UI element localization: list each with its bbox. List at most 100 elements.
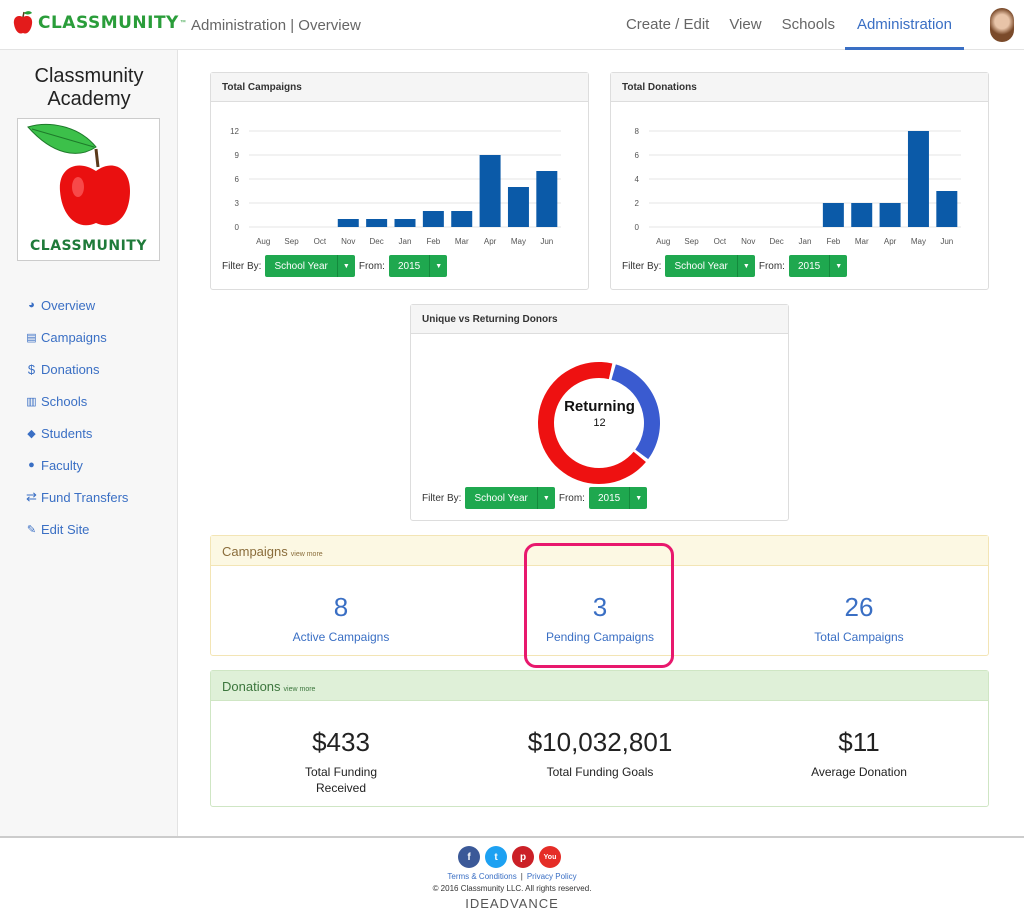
campaigns-title: Campaigns: [222, 544, 288, 559]
bar-apr[interactable]: [879, 203, 901, 227]
donut-center-label: Returning: [564, 398, 635, 415]
logo-trademark: ™: [179, 20, 186, 26]
x-tick-label: Aug: [656, 237, 670, 246]
bar-jun[interactable]: [536, 171, 558, 227]
donut-slice-1[interactable]: [538, 362, 646, 484]
x-tick-label: Sep: [684, 237, 699, 246]
pinterest-icon[interactable]: p: [512, 846, 534, 868]
logo[interactable]: CLASSMUNITY ™: [12, 10, 186, 36]
filter-by-label: Filter By:: [422, 492, 462, 504]
main-nav: Create / Edit View Schools Administratio…: [616, 0, 964, 50]
from-label: From:: [758, 260, 785, 272]
y-tick-label: 12: [230, 127, 239, 136]
y-tick-label: 8: [635, 127, 640, 136]
sidebar-item-fund-transfers[interactable]: ⇄ Fund Transfers: [22, 481, 128, 513]
sidebar-item-label: Donations: [41, 361, 100, 377]
nav-view[interactable]: View: [729, 16, 762, 33]
campaigns-view-more-link[interactable]: view more: [290, 551, 323, 558]
bar-mar[interactable]: [451, 211, 473, 227]
terms-link[interactable]: Terms & Conditions: [447, 872, 517, 881]
bar-feb[interactable]: [822, 203, 844, 227]
period-dropdown[interactable]: School Year ▼: [465, 487, 555, 509]
footer: f t p You Terms & Conditions | Privacy Pol…: [0, 836, 1024, 920]
exchange-icon: ⇄: [26, 489, 37, 504]
active-campaigns-stat[interactable]: 8 Active Campaigns: [241, 592, 441, 645]
x-tick-label: Feb: [426, 237, 440, 246]
x-tick-label: Dec: [370, 237, 384, 246]
facebook-icon[interactable]: f: [458, 846, 480, 868]
stat-value: $433: [312, 727, 370, 757]
stat-value: 26: [844, 592, 874, 622]
period-dropdown[interactable]: School Year ▼: [665, 255, 755, 277]
x-tick-label: May: [911, 237, 926, 246]
bar-may[interactable]: [907, 131, 929, 227]
sidebar-item-students[interactable]: ◆ Students: [22, 417, 128, 449]
sidebar-item-label: Schools: [41, 393, 88, 409]
sidebar-item-faculty[interactable]: ● Faculty: [22, 449, 128, 481]
footer-separator: |: [520, 872, 523, 881]
nav-administration[interactable]: Administration: [844, 0, 964, 50]
nav-create-edit[interactable]: Create / Edit: [625, 16, 710, 33]
school-logo-text: CLASSMUNITY: [30, 238, 147, 254]
bar-jan[interactable]: [394, 219, 416, 227]
ideadvance-logo[interactable]: IDEADVANCE: [465, 896, 559, 911]
dollar-icon: $: [27, 361, 36, 377]
bar-apr[interactable]: [479, 155, 501, 227]
apple-illustration-icon: [27, 124, 130, 226]
pending-campaigns-stat[interactable]: 3 Pending Campaigns: [500, 592, 700, 645]
privacy-link[interactable]: Privacy Policy: [526, 872, 577, 881]
y-tick-label: 2: [635, 199, 640, 208]
bar-feb[interactable]: [422, 211, 444, 227]
from-label: From:: [558, 492, 585, 504]
donors-panel: Unique vs Returning Donors Returning 12 …: [410, 304, 789, 521]
x-tick-label: Jun: [540, 237, 553, 246]
caret-down-icon: ▼: [536, 487, 555, 509]
donations-view-more-link[interactable]: view more: [283, 686, 316, 693]
donut-slice-0[interactable]: [611, 364, 660, 460]
x-tick-label: Jun: [940, 237, 953, 246]
year-dropdown[interactable]: 2015 ▼: [788, 255, 848, 277]
bar-jun[interactable]: [936, 191, 958, 227]
period-dropdown[interactable]: School Year ▼: [265, 255, 355, 277]
caret-down-icon: ▼: [736, 255, 755, 277]
sidebar-item-label: Fund Transfers: [41, 489, 129, 505]
donors-donut-chart: [538, 362, 660, 484]
donations-title: Donations: [222, 679, 281, 694]
sidebar-item-edit-site[interactable]: ✎ Edit Site: [22, 513, 128, 545]
bar-dec[interactable]: [366, 219, 388, 227]
filter-by-label: Filter By:: [622, 260, 662, 272]
bar-may[interactable]: [507, 187, 529, 227]
stat-label: Total Funding Received: [241, 764, 441, 796]
stat-label: Active Campaigns: [292, 630, 390, 644]
footer-links: Terms & Conditions | Privacy Policy: [0, 872, 1024, 881]
pending-campaigns-highlight: [524, 543, 674, 668]
total-donations-panel: Total Donations 0 2 4 6 8 Aug Sep Oct Nov Dec Jan F…: [610, 72, 989, 290]
x-tick-label: Aug: [256, 237, 270, 246]
sidebar-item-schools[interactable]: ▥ Schools: [22, 385, 128, 417]
total-campaigns-chart: 0 3 6 9 12 Aug Sep Oct Nov Dec Jan Feb Mar Apr May Jun: [230, 127, 561, 246]
apple-logo-icon: [13, 11, 33, 34]
bar-nov[interactable]: [337, 219, 359, 227]
stat-label-line2: Received: [315, 781, 367, 795]
year-dropdown[interactable]: 2015 ▼: [588, 487, 648, 509]
panel-title: Unique vs Returning Donors: [411, 305, 788, 334]
nav-schools[interactable]: Schools: [781, 16, 835, 33]
user-avatar[interactable]: [990, 8, 1014, 42]
stat-value: $10,032,801: [527, 727, 673, 757]
sidebar-item-donations[interactable]: $ Donations: [22, 353, 128, 385]
bar-mar[interactable]: [851, 203, 873, 227]
sidebar-item-overview[interactable]: ◕ Overview: [22, 289, 128, 321]
year-dropdown[interactable]: 2015 ▼: [388, 255, 448, 277]
bank-icon: ▥: [26, 395, 37, 408]
sidebar-item-label: Students: [41, 425, 93, 441]
users-icon: ●: [28, 459, 35, 471]
school-name-line2: Academy: [47, 88, 131, 110]
x-tick-label: Jan: [799, 237, 812, 246]
logo-text: CLASSMUNITY: [38, 13, 179, 33]
twitter-icon[interactable]: t: [485, 846, 507, 868]
y-tick-label: 3: [235, 199, 240, 208]
x-tick-label: Mar: [455, 237, 469, 246]
total-campaigns-stat[interactable]: 26 Total Campaigns: [759, 592, 959, 645]
sidebar-item-campaigns[interactable]: ▤ Campaigns: [22, 321, 128, 353]
youtube-icon[interactable]: You: [539, 846, 561, 868]
